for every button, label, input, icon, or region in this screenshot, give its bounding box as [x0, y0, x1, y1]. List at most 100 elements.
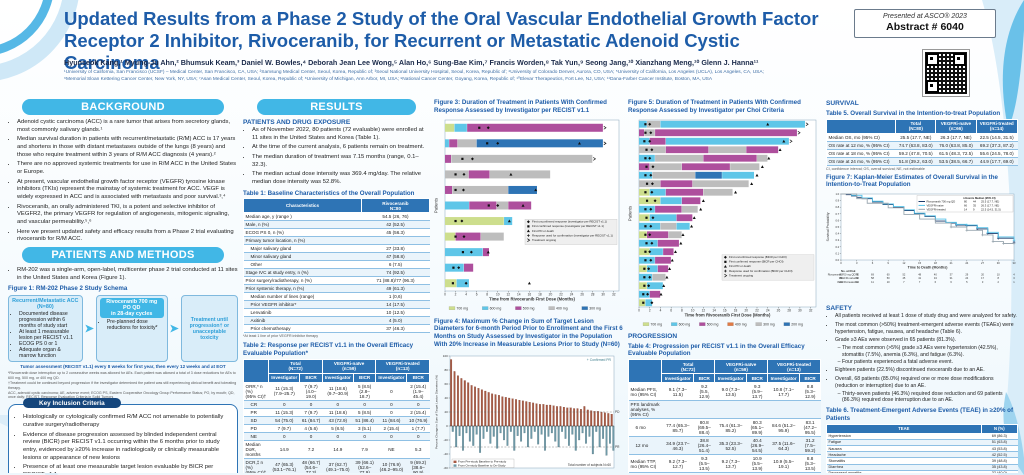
svg-text:80: 80	[964, 200, 967, 204]
svg-text:0.0: 0.0	[835, 258, 839, 262]
table-cell: Nausea	[826, 445, 982, 453]
table-cell: DCR,‡ n (%) (95% CI)†	[243, 458, 269, 473]
bullet-item: All patients received at least 1 dose of…	[835, 313, 1018, 320]
svg-text:40: 40	[444, 396, 448, 400]
table-row: Prior systemic therapy, n (%) 49 (61.3)	[243, 284, 430, 294]
svg-text:12: 12	[902, 261, 905, 265]
svg-text:60: 60	[444, 382, 448, 386]
table-row: Stomatitis 39 (48.8)	[826, 457, 1018, 465]
sub-bullet-item: Thirty-seven patients (46.3%) required d…	[842, 391, 1018, 405]
svg-text:12: 12	[855, 280, 858, 284]
table-cell: Male, n (%)	[243, 220, 362, 230]
table-row: Headache 42 (52.5)	[826, 451, 1018, 459]
table-cell: 53.5 (38.5, 66.7)	[935, 157, 976, 166]
table-header-cell: BICR	[746, 373, 769, 383]
svg-text:Patients: Patients	[434, 197, 439, 212]
svg-text:First confirmed response (inve: First confirmed response (investigator p…	[532, 224, 604, 228]
table-cell: 61.5 (48.3, 72.5)	[935, 149, 976, 158]
poster-title: Updated Results from a Phase 2 Study of …	[64, 8, 824, 73]
table-cell: CR	[243, 400, 269, 409]
table-cell: 10 (76.9)	[406, 416, 430, 425]
section-patients-methods: PATIENTS AND METHODS	[22, 247, 224, 264]
table-cell: 2 (15.4)	[375, 424, 407, 433]
schema-box1-title: Recurrent/Metastatic ACC (N=80)	[12, 298, 79, 311]
table-cell: 10.8 (7.1–17.7)	[767, 382, 800, 401]
svg-text:34: 34	[934, 276, 937, 280]
table-cell: 0	[406, 400, 430, 409]
table-cell: 0	[353, 400, 376, 409]
svg-text:20: 20	[444, 410, 448, 414]
table-header-cell: TEAE	[826, 423, 982, 434]
svg-text:2: 2	[455, 292, 457, 296]
svg-text:4: 4	[465, 292, 467, 296]
table-cell: Minor salivary gland	[243, 252, 362, 262]
svg-text:30: 30	[601, 292, 605, 296]
bullet-item: RM-202 was a single-arm, open-label, mul…	[17, 267, 238, 282]
bullet-item: Adequate organ & marrow function	[19, 347, 79, 359]
table6-title: Table 6. Treatment-Emergent Adverse Even…	[826, 407, 1014, 422]
table-cell: PR	[243, 408, 269, 417]
bullet-item: Adenoid cystic carcinoma (ACC) is a rare…	[17, 119, 238, 134]
svg-text:26.3 (17.7, NE): 26.3 (17.7, NE)	[981, 203, 999, 207]
svg-text:VEGFRi-naive 66: VEGFRi-naive 66	[839, 276, 860, 280]
table-cell: 14.9	[268, 440, 300, 459]
table-cell: Median age, y (range )	[243, 212, 362, 222]
svg-text:18: 18	[538, 292, 542, 296]
svg-text:First unconfirmed response (in: First unconfirmed response (investigator…	[532, 219, 607, 223]
svg-text:300 mg: 300 mg	[763, 322, 775, 326]
table-row: OS rate at 12 mo, % (95% CI) 74.7 (63.8, …	[826, 141, 1018, 150]
table4-progression: Total (N=72) VEGFRi-naïve (n=59) VEGFRi-tr…	[628, 359, 821, 473]
results-bullets: As of November 2022, 80 patients (72 eva…	[243, 127, 430, 187]
table-row: PD 7 (9.7) 4 (5.6) 5 (8.5) 3 (5.1) 2 (15.4) 1 …	[243, 424, 430, 433]
svg-text:4: 4	[660, 308, 662, 312]
table-cell: 83.1 (47.2–95.5)	[799, 418, 821, 437]
svg-text:35: 35	[973, 203, 976, 207]
key-inclusion-box: Key Inclusion Criteria Histologically or…	[8, 398, 238, 473]
table-cell: 26.3 (17.7, NE)	[935, 133, 976, 142]
svg-text:14: 14	[517, 292, 521, 296]
svg-text:66: 66	[840, 276, 843, 280]
table-cell: Headache	[826, 451, 982, 459]
bullet-item: The median actual dose intensity was 369…	[252, 171, 430, 186]
svg-text:12: 12	[506, 292, 510, 296]
table-cell: Median number of lines (range)	[243, 292, 362, 302]
svg-text:0: 0	[444, 292, 446, 296]
svg-text:VEGFRi-treated 14: VEGFRi-treated 14	[837, 280, 860, 284]
svg-text:From On-study Baseline to On-S: From On-study Baseline to On-Study	[458, 463, 506, 467]
table-cell: 7 (9.7)	[299, 408, 323, 417]
study-schema: Recurrent/Metastatic ACC (N=80) Document…	[8, 295, 238, 363]
sub-bullet-item: The most common (>5%) grade ≥3 AEs were …	[842, 345, 1018, 359]
svg-text:15: 15	[918, 261, 921, 265]
svg-text:10: 10	[691, 308, 695, 312]
svg-text:-60: -60	[443, 466, 448, 470]
svg-text:24: 24	[766, 308, 770, 312]
table-cell: Diarrhea	[826, 464, 982, 471]
table-cell: 54.5 (26, 76)	[361, 212, 430, 222]
svg-text:First confirmed response (BICR: First confirmed response (BICR per CHOI)	[729, 259, 783, 263]
table-cell: 14 (17.5)	[361, 300, 430, 310]
table-cell: Median DoR, months	[243, 440, 269, 459]
svg-text:Rivoceranib 700 mg QD: Rivoceranib 700 mg QD	[927, 200, 956, 204]
schema-box-endpoint: Treatment until progression† or unaccept…	[180, 295, 238, 363]
table-cell: 5 (8.5)	[322, 424, 354, 433]
table-cell: Stomatitis	[826, 457, 982, 465]
table-row: Male, n (%) 42 (52.5)	[243, 220, 430, 230]
table-cell: Prior chemotherapy	[243, 324, 362, 334]
section-background: BACKGROUND	[22, 99, 224, 115]
table-cell: 84.6 (51.2–95.9)	[767, 418, 800, 437]
table-row: OS rate at 24 mo, % (95% CI) 51.8 (39.2, …	[826, 157, 1018, 166]
table-cell: 0	[299, 400, 323, 409]
svg-text:2: 2	[649, 308, 651, 312]
table-header-cell: Rivoceranib N=80	[360, 198, 430, 214]
svg-text:32: 32	[809, 308, 813, 312]
svg-text:0.5: 0.5	[835, 225, 839, 229]
schema-box-population: Recurrent/Metastatic ACC (N=80) Document…	[8, 295, 83, 363]
table-cell: 11 (18.6)	[322, 408, 354, 417]
table-row: Median DoR, months 14.9 7.2 14.9 7.9 NE 5.3	[243, 440, 430, 459]
table-cell: Other	[243, 260, 362, 270]
svg-text:700 mg: 700 mg	[650, 322, 662, 326]
survival-heading: SURVIVAL	[826, 100, 859, 107]
svg-text:-40: -40	[443, 452, 448, 456]
table-cell: 9 (69.2) (38.6–90.9)	[406, 458, 430, 473]
